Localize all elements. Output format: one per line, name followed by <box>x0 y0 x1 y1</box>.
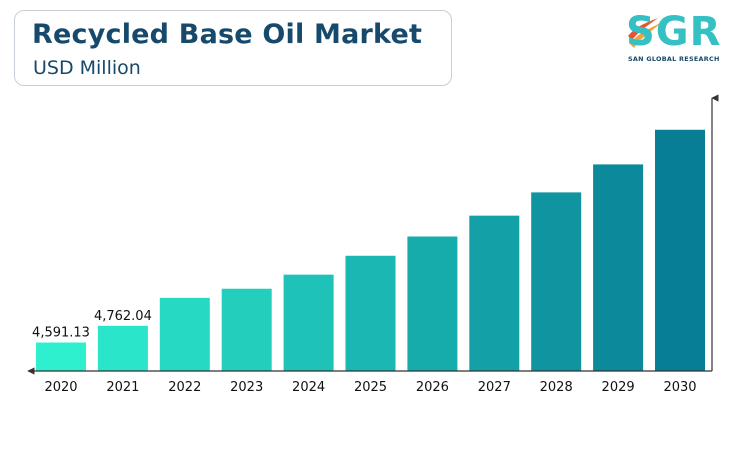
bar-2024 <box>283 274 334 371</box>
chart-title: Recycled Base Oil Market <box>32 19 423 50</box>
swoosh-logo-icon <box>628 18 662 48</box>
x-tick-label-2026: 2026 <box>416 380 449 395</box>
bar-2027 <box>469 215 520 371</box>
bar-2029 <box>593 164 644 371</box>
sgr-logo: SGR SAN GLOBAL RESEARCH <box>626 10 726 66</box>
x-tick-label-2022: 2022 <box>168 380 201 395</box>
title-box: Recycled Base Oil Market USD Million <box>14 10 452 86</box>
x-tick-label-2029: 2029 <box>602 380 635 395</box>
x-tick-label-2030: 2030 <box>663 380 696 395</box>
bar-2026 <box>407 236 458 371</box>
bar-2028 <box>531 192 582 371</box>
x-tick-label-2025: 2025 <box>354 380 387 395</box>
bar-2025 <box>345 255 396 371</box>
data-label-2020: 4,591.13 <box>32 326 90 341</box>
x-tick-label-2027: 2027 <box>478 380 511 395</box>
x-tick-label-2021: 2021 <box>106 380 139 395</box>
data-labels: 4,591.13 4,762.04 <box>32 309 152 341</box>
logo-tagline: SAN GLOBAL RESEARCH <box>628 55 720 63</box>
bar-2021 <box>97 325 148 371</box>
bars-group <box>36 129 705 371</box>
bar-2023 <box>221 288 272 371</box>
chart-subtitle: USD Million <box>33 57 141 79</box>
bar-2020 <box>36 342 86 371</box>
data-label-2021: 4,762.04 <box>94 309 152 324</box>
x-tick-labels: 2020 2021 2022 2023 2024 2025 2026 2027 2028 2029… <box>44 380 696 395</box>
x-tick-label-2023: 2023 <box>230 380 263 395</box>
bar-2030 <box>655 129 705 371</box>
x-tick-label-2020: 2020 <box>44 380 77 395</box>
bar-2022 <box>159 297 210 371</box>
logo-text: SGR <box>626 9 722 55</box>
x-tick-label-2024: 2024 <box>292 380 325 395</box>
x-tick-label-2028: 2028 <box>540 380 573 395</box>
